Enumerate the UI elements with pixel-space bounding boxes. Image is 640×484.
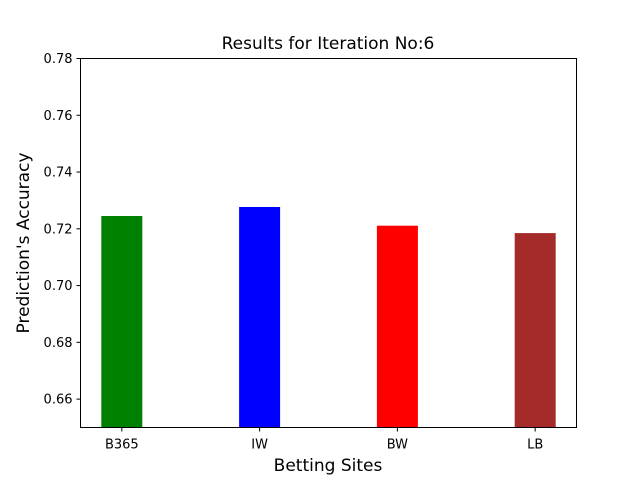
plot-frame bbox=[80, 58, 577, 428]
bar-iw bbox=[239, 207, 281, 428]
y-axis: 0.66 0.68 0.70 0.72 0.74 0.76 0.78 bbox=[44, 52, 81, 408]
chart-title: Results for Iteration No:6 bbox=[222, 34, 435, 54]
bars-layer bbox=[101, 207, 556, 428]
y-tick-label: 0.74 bbox=[44, 166, 73, 181]
y-tick-label: 0.68 bbox=[44, 336, 73, 351]
y-axis-title: Prediction's Accuracy bbox=[14, 153, 34, 334]
bar-b365 bbox=[101, 216, 143, 428]
y-tick-label: 0.70 bbox=[44, 279, 73, 294]
x-tick-label: B365 bbox=[105, 438, 139, 453]
x-tick-label: LB bbox=[527, 438, 543, 453]
bar-lb bbox=[514, 233, 556, 428]
bar-bw bbox=[376, 225, 418, 428]
x-tick-label: IW bbox=[251, 438, 268, 453]
x-axis: B365 IW BW LB bbox=[105, 427, 543, 453]
x-tick-label: BW bbox=[387, 438, 408, 453]
x-axis-title: Betting Sites bbox=[274, 456, 383, 476]
y-tick-label: 0.76 bbox=[44, 109, 73, 124]
y-tick-label: 0.72 bbox=[44, 222, 73, 237]
y-tick-label: 0.66 bbox=[44, 393, 73, 408]
y-tick-label: 0.78 bbox=[44, 52, 73, 67]
